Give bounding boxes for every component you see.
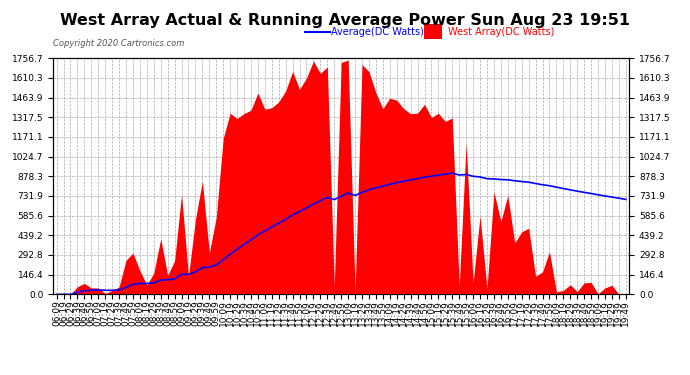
Text: Average(DC Watts): Average(DC Watts): [331, 27, 424, 37]
Text: West Array(DC Watts): West Array(DC Watts): [448, 27, 555, 37]
Text: Copyright 2020 Cartronics.com: Copyright 2020 Cartronics.com: [53, 39, 184, 48]
Text: West Array Actual & Running Average Power Sun Aug 23 19:51: West Array Actual & Running Average Powe…: [60, 13, 630, 28]
